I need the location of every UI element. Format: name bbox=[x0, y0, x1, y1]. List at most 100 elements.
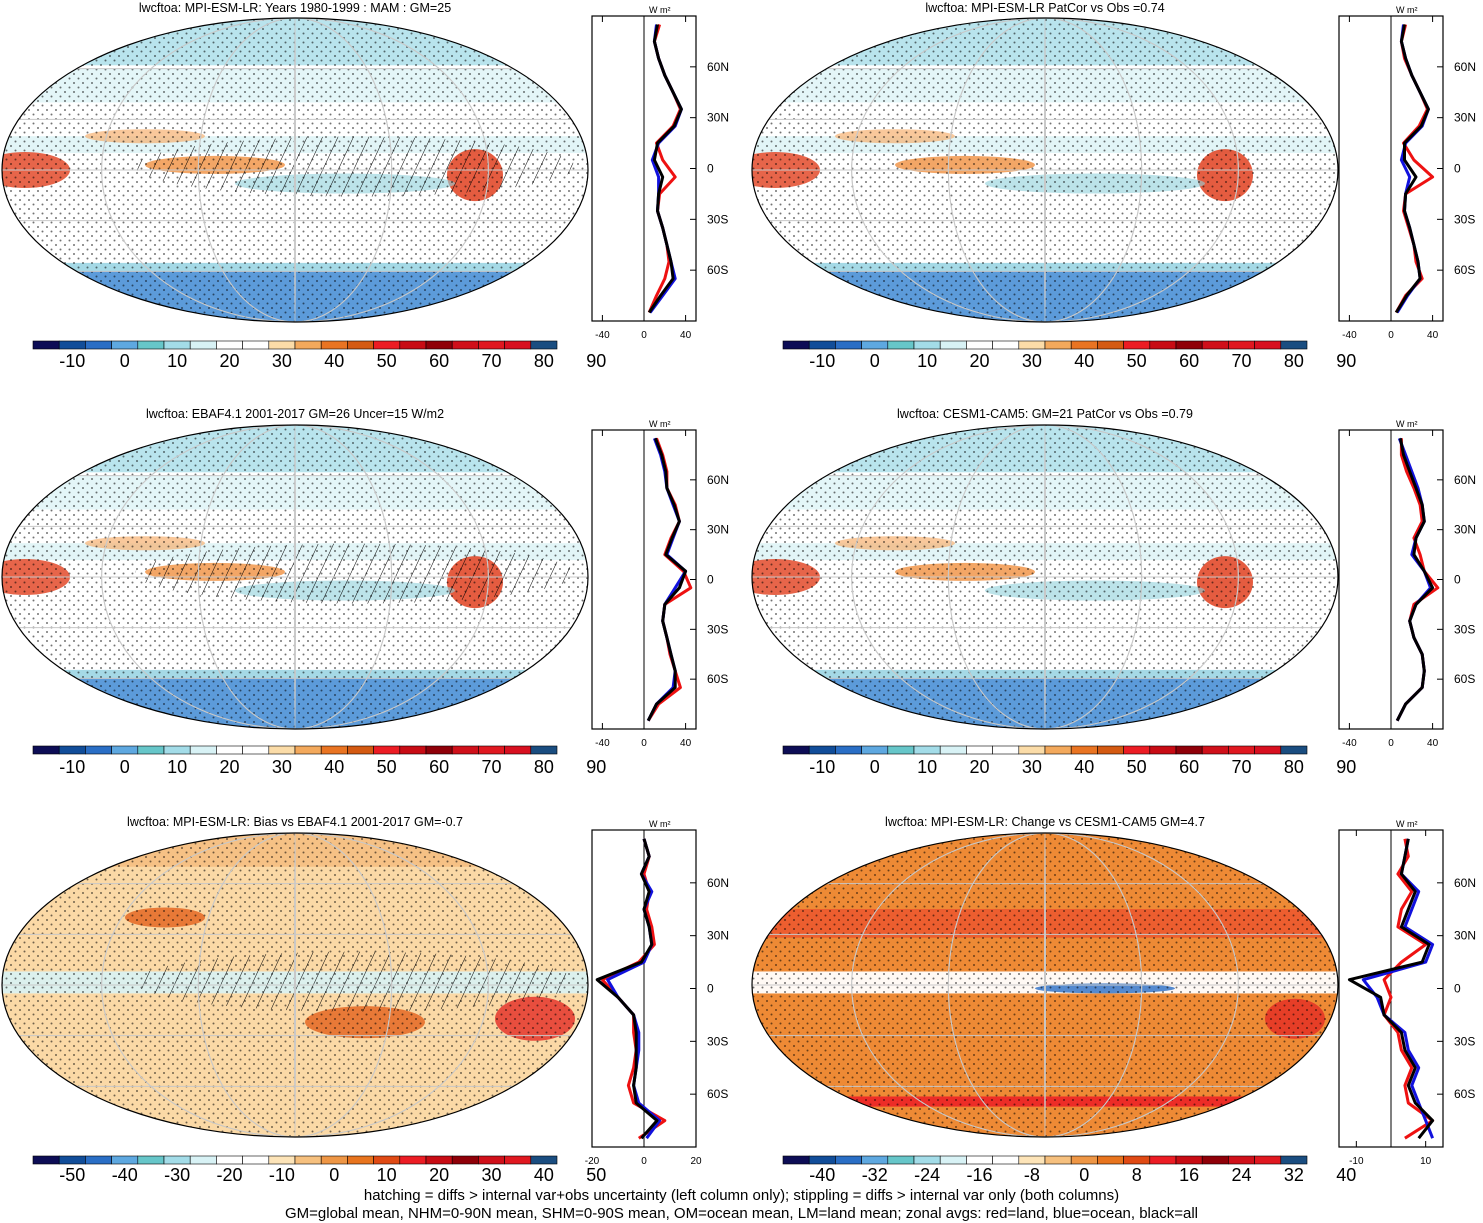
zonal-line-land bbox=[1394, 24, 1435, 314]
colorbar-tick-label: 60 bbox=[429, 757, 449, 777]
colorbar-box bbox=[1201, 745, 1229, 755]
lat-tick-label: 0 bbox=[707, 162, 714, 176]
colorbar-tick-label: 40 bbox=[534, 1165, 554, 1185]
colorbar-tick-label: 20 bbox=[429, 1165, 449, 1185]
colorbar-box bbox=[1280, 340, 1308, 350]
map-field bbox=[2, 833, 588, 1137]
colorbar-tick-label: 50 bbox=[1127, 757, 1147, 777]
x-tick-label: -40 bbox=[595, 330, 610, 341]
colorbar-box bbox=[294, 745, 322, 755]
colorbar-tick-label: -32 bbox=[862, 1165, 888, 1185]
lat-tick-label: 0 bbox=[1454, 162, 1461, 176]
colorbar-tick-label: -50 bbox=[59, 1165, 85, 1185]
zonal-line-all bbox=[1395, 438, 1435, 722]
colorbar-box bbox=[294, 1155, 322, 1165]
lat-tick-label: 60N bbox=[707, 473, 729, 487]
map-outline bbox=[1, 17, 589, 323]
colorbar-tick-label: -8 bbox=[1024, 1165, 1040, 1185]
panel-title: lwcftoa: MPI-ESM-LR PatCor vs Obs =0.74 bbox=[925, 1, 1164, 15]
colorbar-box bbox=[373, 340, 401, 350]
colorbar-box bbox=[1149, 1155, 1177, 1165]
x-tick-label: 20 bbox=[690, 1156, 702, 1167]
colorbar-tick-label: 20 bbox=[969, 757, 989, 777]
colorbar-box bbox=[373, 1155, 401, 1165]
colorbar-box bbox=[294, 340, 322, 350]
x-tick-label: -10 bbox=[1349, 1156, 1364, 1167]
colorbar-tick-label: -40 bbox=[112, 1165, 138, 1185]
colorbar: -10 0 10 20 30 40 50 60 70 80 90 bbox=[32, 340, 606, 371]
colorbar-tick-label: -10 bbox=[59, 351, 85, 371]
x-tick-label: 0 bbox=[1388, 330, 1394, 341]
lat-tick-label: 30S bbox=[707, 212, 728, 226]
lat-tick-label: 60N bbox=[707, 876, 729, 890]
colorbar-tick-label: 24 bbox=[1231, 1165, 1251, 1185]
colorbar-box bbox=[478, 745, 505, 755]
colorbar-tick-label: 20 bbox=[219, 757, 239, 777]
lat-tick-label: 60S bbox=[1454, 672, 1475, 686]
colorbar-box bbox=[163, 1155, 191, 1165]
colorbar-box bbox=[808, 340, 836, 350]
colorbar-box bbox=[425, 745, 453, 755]
colorbar-box bbox=[530, 340, 558, 350]
x-tick-label: 40 bbox=[1427, 330, 1439, 341]
colorbar-tick-label: 60 bbox=[1179, 351, 1199, 371]
zonal-line-land bbox=[1395, 438, 1440, 722]
colorbar-tick-label: 40 bbox=[324, 351, 344, 371]
colorbar-box bbox=[992, 1155, 1020, 1165]
panel-3: lwcftoa: EBAF4.1 2001-2017 GM=26 Uncer=1… bbox=[1, 407, 729, 777]
colorbar-tick-label: 40 bbox=[324, 757, 344, 777]
colorbar-box bbox=[782, 1155, 810, 1165]
colorbar-box bbox=[111, 745, 139, 755]
panel-6: lwcftoa: MPI-ESM-LR: Change vs CESM1-CAM… bbox=[751, 815, 1476, 1185]
colorbar-box bbox=[399, 745, 427, 755]
colorbar-box bbox=[530, 1155, 558, 1165]
colorbar-tick-label: -30 bbox=[164, 1165, 190, 1185]
colorbar-box bbox=[1123, 340, 1151, 350]
colorbar-tick-label: 50 bbox=[377, 757, 397, 777]
colorbar-box bbox=[478, 1155, 505, 1165]
colorbar-box bbox=[137, 745, 165, 755]
colorbar-box bbox=[1280, 1155, 1308, 1165]
lat-tick-label: 30S bbox=[707, 1034, 728, 1048]
colorbar-box bbox=[1044, 745, 1072, 755]
colorbar-box bbox=[399, 1155, 427, 1165]
map-outline bbox=[1, 424, 589, 730]
zonal-mean-plot: W m² -40 0 40 60N 30N 0 30S 60S bbox=[591, 5, 729, 341]
colorbar-box bbox=[1280, 745, 1308, 755]
colorbar-box bbox=[1228, 340, 1255, 350]
colorbar-tick-label: 10 bbox=[167, 351, 187, 371]
panel-title: lwcftoa: EBAF4.1 2001-2017 GM=26 Uncer=1… bbox=[146, 407, 444, 421]
colorbar-box bbox=[137, 1155, 165, 1165]
zonal-line-all bbox=[646, 437, 688, 722]
colorbar-box bbox=[1175, 1155, 1203, 1165]
zonal-mean-plot: W m² -10 10 60N 30N 0 30S 60S bbox=[1338, 819, 1476, 1167]
colorbar-box bbox=[835, 745, 862, 755]
colorbar-box bbox=[1097, 340, 1124, 350]
colorbar-tick-label: 10 bbox=[167, 757, 187, 777]
lat-tick-label: 30N bbox=[707, 523, 729, 537]
colorbar-box bbox=[320, 1155, 348, 1165]
units-label: W m² bbox=[649, 819, 671, 829]
colorbar-box bbox=[887, 340, 915, 350]
colorbar-box bbox=[1070, 340, 1098, 350]
colorbar-tick-label: 20 bbox=[219, 351, 239, 371]
zonal-line-all bbox=[595, 838, 659, 1140]
colorbar-box bbox=[966, 340, 993, 350]
colorbar-tick-label: 0 bbox=[1079, 1165, 1089, 1185]
map-field bbox=[2, 18, 588, 322]
lat-tick-label: 30N bbox=[707, 929, 729, 943]
colorbar: -10 0 10 20 30 40 50 60 70 80 90 bbox=[782, 745, 1356, 777]
zonal-mean-plot: W m² -40 0 40 60N 30N 0 30S 60S bbox=[1338, 419, 1476, 749]
lat-tick-label: 0 bbox=[1454, 982, 1461, 996]
colorbar-box bbox=[992, 745, 1020, 755]
colorbar-tick-label: 50 bbox=[586, 1165, 606, 1185]
colorbar-box bbox=[1123, 745, 1151, 755]
units-label: W m² bbox=[649, 419, 671, 429]
colorbar-tick-label: 10 bbox=[917, 757, 937, 777]
colorbar-tick-label: 80 bbox=[1284, 351, 1304, 371]
colorbar-tick-label: -10 bbox=[809, 351, 835, 371]
colorbar-tick-label: 50 bbox=[377, 351, 397, 371]
x-tick-label: -40 bbox=[1342, 330, 1357, 341]
map-outline bbox=[1, 832, 589, 1138]
